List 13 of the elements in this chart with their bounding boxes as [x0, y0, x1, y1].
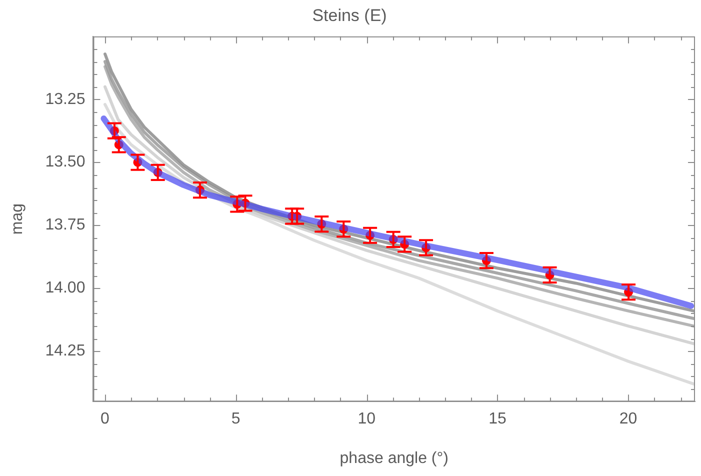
y-axis-title: mag	[9, 203, 26, 235]
x-tick-label: 10	[358, 410, 376, 428]
x-axis-title: phase angle (°)	[340, 450, 448, 467]
y-tick-label: 13.50	[45, 154, 86, 171]
x-tick-label: 15	[488, 410, 506, 428]
y-tick-label: 14.00	[45, 280, 86, 297]
y-tick-label: 13.75	[45, 216, 86, 234]
y-tick-label: 14.25	[45, 342, 86, 360]
y-tick-label: 13.25	[45, 90, 86, 108]
x-tick-label: 0	[100, 410, 110, 428]
chart-title: Steins (E)	[312, 6, 387, 25]
x-tick-label: 20	[619, 410, 638, 428]
x-tick-label: 5	[231, 410, 240, 428]
